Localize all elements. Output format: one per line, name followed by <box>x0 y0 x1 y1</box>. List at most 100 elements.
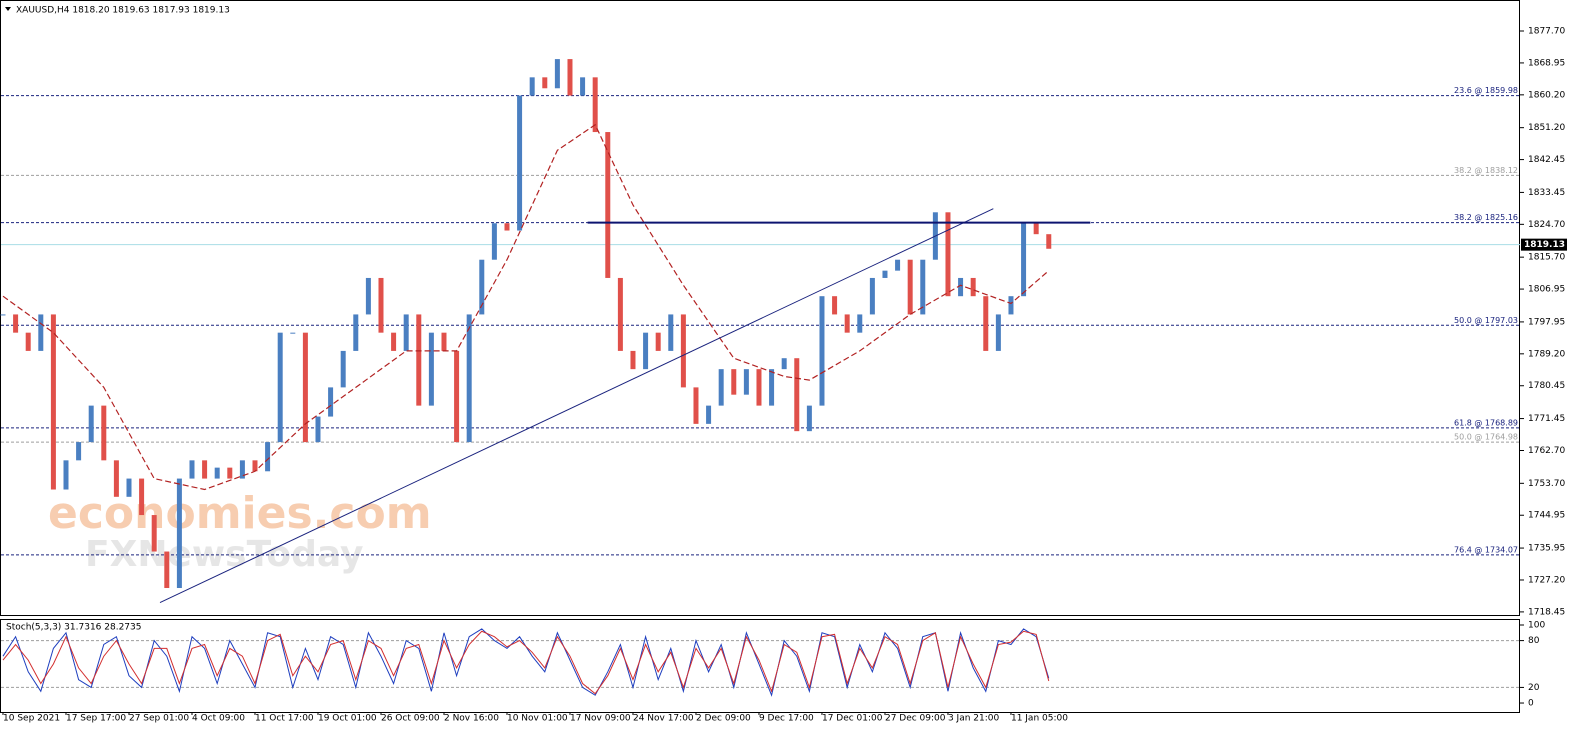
candle <box>290 332 296 334</box>
candle <box>428 332 434 406</box>
candle <box>643 332 649 370</box>
candle <box>529 77 535 96</box>
moving-average <box>2 123 1050 491</box>
candle <box>214 467 220 479</box>
candle <box>781 358 787 370</box>
x-tick-label: 9 Dec 17:00 <box>759 714 814 724</box>
candle <box>302 332 308 443</box>
fib-level-label: 38.2 @ 1825.16 <box>1454 213 1518 222</box>
collapse-icon <box>5 7 11 11</box>
candle <box>706 405 712 424</box>
candle <box>769 369 775 406</box>
watermark-text: economies.com <box>48 488 432 539</box>
candle <box>491 223 497 260</box>
candle <box>113 460 119 497</box>
candle <box>794 358 800 432</box>
candle <box>88 405 94 443</box>
candle <box>227 467 233 479</box>
candle <box>454 350 460 443</box>
candle <box>76 442 82 461</box>
candle <box>252 460 258 472</box>
candle <box>13 314 19 333</box>
candle <box>479 259 485 315</box>
candle <box>832 296 838 315</box>
x-tick-label: 10 Sep 2021 <box>3 714 60 724</box>
candle <box>844 314 850 333</box>
candle <box>680 314 686 388</box>
y-tick-label: 1762.70 <box>1528 446 1565 456</box>
fib-level-label: 76.4 @ 1734.07 <box>1454 545 1518 554</box>
indicator-title: Stoch(5,3,3) 31.7316 28.2735 <box>6 623 141 633</box>
candle <box>378 277 384 333</box>
candle <box>328 387 334 417</box>
candle <box>731 369 737 395</box>
candle <box>0 314 6 316</box>
y-tick-label: 1744.95 <box>1528 511 1565 521</box>
candle <box>580 77 586 96</box>
y-tick-label: 1789.20 <box>1528 349 1565 359</box>
x-tick-label: 24 Nov 17:00 <box>633 714 694 724</box>
candle <box>50 314 56 490</box>
y-tick-label: 1771.45 <box>1528 414 1565 424</box>
x-tick-label: 11 Oct 17:00 <box>255 714 314 724</box>
candle <box>718 369 724 406</box>
candle <box>25 332 31 351</box>
fib-level-label: 38.2 @ 1838.12 <box>1454 166 1518 175</box>
candle <box>1046 234 1052 249</box>
x-tick-label: 26 Oct 09:00 <box>381 714 440 724</box>
chart-title: XAUUSD,H4 1818.20 1819.63 1817.93 1819.1… <box>16 6 230 16</box>
candle <box>101 405 107 461</box>
fib-level-label: 23.6 @ 1859.98 <box>1454 86 1518 95</box>
y-tick-label: 1797.95 <box>1528 317 1565 327</box>
current-price-label: 1819.13 <box>1524 240 1565 250</box>
candle <box>517 95 523 231</box>
candle <box>353 314 359 351</box>
candle <box>693 387 699 424</box>
x-tick-label: 27 Dec 09:00 <box>885 714 946 724</box>
candle <box>189 460 195 479</box>
candle <box>756 369 762 406</box>
x-tick-label: 11 Jan 05:00 <box>1011 714 1068 724</box>
candle <box>869 277 875 315</box>
candle <box>668 314 674 351</box>
candle <box>983 296 989 351</box>
candle <box>139 478 145 516</box>
candle <box>441 332 447 351</box>
candle <box>630 350 636 370</box>
fib-level-label: 50.0 @ 1764.98 <box>1454 433 1518 442</box>
trendline <box>159 208 994 604</box>
candle <box>277 332 283 443</box>
y-tick-label: 1824.70 <box>1528 220 1565 230</box>
candle <box>605 132 611 278</box>
y-tick-label: 1727.20 <box>1528 575 1565 585</box>
candle <box>1008 296 1014 315</box>
candle <box>958 277 964 297</box>
candle <box>907 259 913 315</box>
candle <box>1033 223 1039 235</box>
y-tick-label: 1806.95 <box>1528 285 1565 295</box>
y-tick-label: 100 <box>1528 620 1545 630</box>
candle <box>592 77 598 133</box>
candle <box>403 314 409 351</box>
y-tick-label: 1753.70 <box>1528 479 1565 489</box>
candle <box>504 223 510 231</box>
y-tick-label: 1718.45 <box>1528 607 1565 617</box>
candle <box>882 270 888 278</box>
x-tick-label: 27 Sep 01:00 <box>129 714 189 724</box>
y-tick-label: 1842.45 <box>1528 155 1565 165</box>
x-tick-label: 19 Oct 01:00 <box>318 714 377 724</box>
fib-level-label: 61.8 @ 1768.89 <box>1454 418 1518 427</box>
candle <box>1021 223 1027 297</box>
y-tick-label: 1735.95 <box>1528 544 1565 554</box>
candle <box>416 314 422 406</box>
x-tick-label: 3 Jan 21:00 <box>948 714 1000 724</box>
candle <box>38 314 44 351</box>
candle <box>542 77 548 89</box>
x-tick-label: 10 Nov 01:00 <box>507 714 568 724</box>
candle <box>655 332 661 351</box>
y-tick-label: 20 <box>1528 683 1540 693</box>
y-tick-label: 80 <box>1528 636 1540 646</box>
y-tick-label: 1851.20 <box>1528 123 1565 133</box>
y-tick-label: 1833.45 <box>1528 188 1565 198</box>
